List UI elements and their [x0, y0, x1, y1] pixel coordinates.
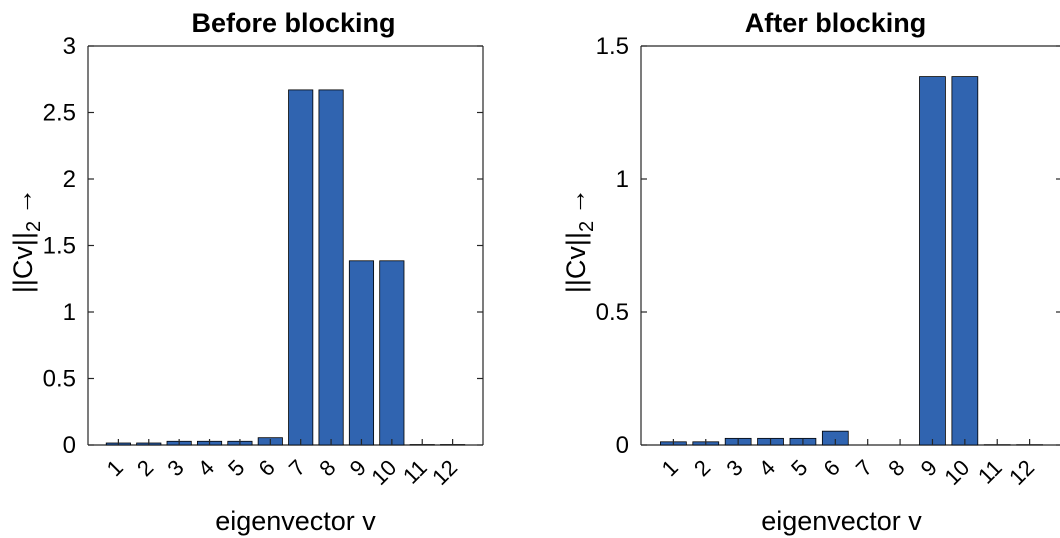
y-tick-label: 0	[616, 432, 629, 459]
x-tick-label: 1	[102, 455, 128, 481]
x-tick-label: 8	[314, 455, 340, 481]
y-axis-label-subscript: 2	[576, 221, 598, 232]
x-tick-label: 12	[427, 455, 462, 490]
y-axis-label-main: ||Cv||	[561, 232, 591, 293]
y-axis-label: ||Cv||2 →	[8, 188, 45, 293]
x-tick-label: 10	[366, 455, 401, 490]
x-tick-label: 11	[973, 455, 1007, 489]
y-tick-label: 2.5	[43, 100, 76, 127]
y-tick-label: 1	[616, 166, 629, 193]
x-tick-label: 10	[939, 455, 974, 490]
y-tick-label: 0.5	[43, 366, 76, 393]
y-axis-label-main: ||Cv||	[8, 232, 38, 293]
y-axis-label: ||Cv||2 →	[561, 188, 598, 293]
chart-title: After blocking	[745, 8, 927, 38]
x-tick-label: 1	[657, 455, 683, 481]
x-tick-label: 2	[689, 455, 715, 481]
y-tick-label: 0	[63, 432, 76, 459]
x-tick-label: 6	[254, 455, 280, 481]
y-tick-label: 2	[63, 166, 76, 193]
x-tick-label: 7	[851, 455, 877, 481]
x-tick-label: 8	[883, 455, 909, 481]
x-tick-label: 4	[193, 455, 219, 481]
x-tick-label: 5	[223, 455, 249, 481]
x-axis-label: eigenvector v	[761, 506, 922, 536]
x-tick-label: 3	[162, 455, 188, 481]
x-tick-label: 9	[345, 455, 371, 481]
x-tick-label: 6	[819, 455, 845, 481]
x-tick-label: 2	[132, 455, 158, 481]
x-tick-label: 5	[786, 455, 812, 481]
x-tick-label: 9	[916, 455, 942, 481]
y-tick-label: 1	[63, 299, 76, 326]
bar-9	[348, 260, 375, 446]
y-tick-label: 1.5	[43, 233, 76, 260]
bar-10	[379, 260, 405, 446]
bar-10	[951, 76, 979, 446]
bar-9	[919, 76, 946, 446]
y-axis-label-arrow: →	[8, 188, 38, 215]
y-tick-label: 0.5	[596, 299, 629, 326]
x-tick-label: 12	[1004, 455, 1039, 490]
y-tick-label: 3	[63, 33, 76, 60]
x-tick-label: 4	[754, 455, 780, 481]
chart-title: Before blocking	[191, 8, 395, 38]
y-axis-label-arrow: →	[561, 188, 591, 215]
bar-8	[318, 89, 344, 446]
x-tick-label: 7	[284, 455, 310, 481]
bar-7	[288, 89, 314, 446]
x-axis-label: eigenvector v	[215, 506, 376, 536]
y-axis-label-subscript: 2	[23, 221, 45, 232]
y-tick-label: 1.5	[596, 33, 629, 60]
x-tick-label: 3	[721, 455, 747, 481]
